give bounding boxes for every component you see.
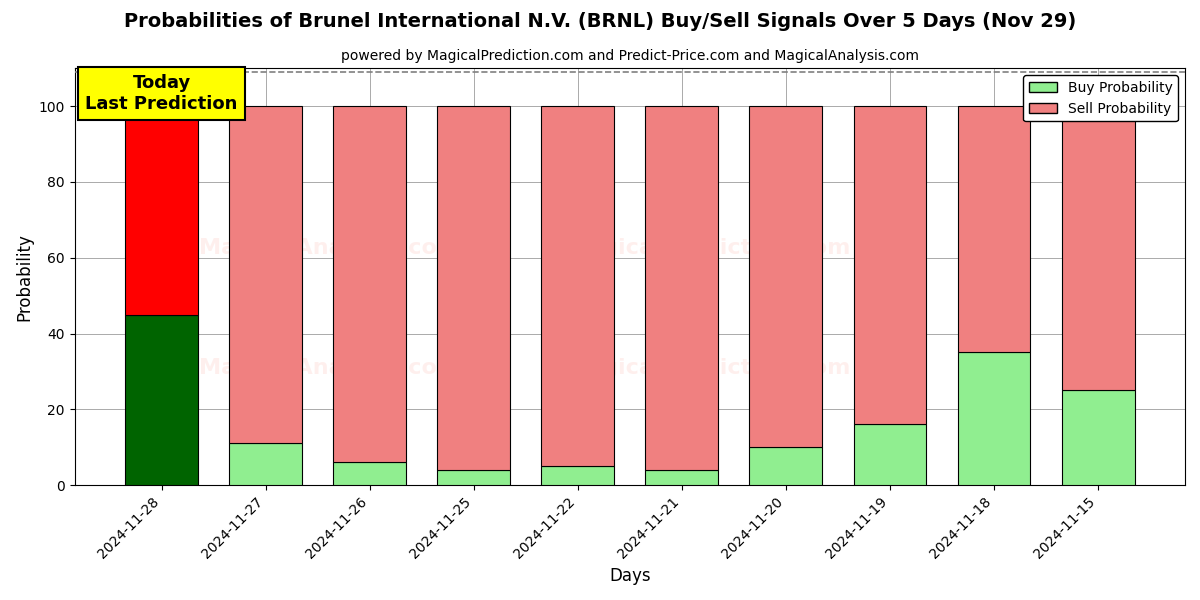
Bar <box>125 106 198 314</box>
Bar <box>853 106 926 424</box>
Text: MagicalAnalysis.com: MagicalAnalysis.com <box>199 238 461 257</box>
Bar <box>1062 106 1134 391</box>
Text: MagicalAnalysis.com: MagicalAnalysis.com <box>199 358 461 379</box>
Bar <box>229 106 302 443</box>
Bar <box>853 424 926 485</box>
Bar <box>437 106 510 470</box>
Y-axis label: Probability: Probability <box>16 233 34 320</box>
Bar <box>125 314 198 485</box>
X-axis label: Days: Days <box>610 567 650 585</box>
Bar <box>334 463 406 485</box>
Bar <box>646 106 719 470</box>
Bar <box>541 106 614 466</box>
Bar <box>958 106 1031 352</box>
Bar <box>958 352 1031 485</box>
Bar <box>750 106 822 447</box>
Bar <box>541 466 614 485</box>
Bar <box>750 447 822 485</box>
Text: MagicalPrediction.com: MagicalPrediction.com <box>565 238 851 257</box>
Text: Probabilities of Brunel International N.V. (BRNL) Buy/Sell Signals Over 5 Days (: Probabilities of Brunel International N.… <box>124 12 1076 31</box>
Legend: Buy Probability, Sell Probability: Buy Probability, Sell Probability <box>1024 75 1178 121</box>
Bar <box>334 106 406 463</box>
Text: Today
Last Prediction: Today Last Prediction <box>85 74 238 113</box>
Bar <box>1062 391 1134 485</box>
Bar <box>646 470 719 485</box>
Title: powered by MagicalPrediction.com and Predict-Price.com and MagicalAnalysis.com: powered by MagicalPrediction.com and Pre… <box>341 49 919 63</box>
Bar <box>229 443 302 485</box>
Bar <box>437 470 510 485</box>
Text: MagicalPrediction.com: MagicalPrediction.com <box>565 358 851 379</box>
